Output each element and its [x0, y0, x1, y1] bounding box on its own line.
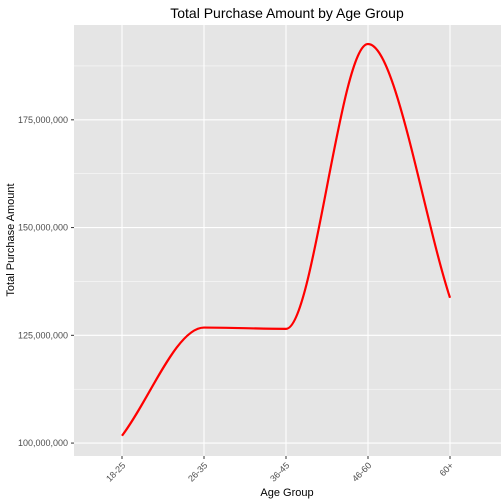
y-tick-label: 125,000,000 [18, 330, 68, 340]
plot-panel [74, 25, 501, 456]
y-tick-label: 175,000,000 [18, 115, 68, 125]
x-tick-label: 26-35 [186, 460, 209, 483]
x-tick-label: 18-25 [104, 460, 127, 483]
y-tick-label: 100,000,000 [18, 438, 68, 448]
x-tick-label: 36-45 [268, 460, 291, 483]
series-line [121, 42, 452, 437]
y-tick-label: 150,000,000 [18, 223, 68, 233]
x-tick-label: 60+ [438, 460, 456, 478]
y-axis: 100,000,000 125,000,000 150,000,000 175,000… [18, 115, 74, 448]
grid [74, 25, 501, 456]
y-axis-title: Total Purchase Amount [5, 183, 17, 296]
x-axis: 18-25 26-35 36-45 46-60 60+ [104, 456, 455, 484]
chart-title: Total Purchase Amount by Age Group [170, 5, 404, 21]
x-tick-label: 46-60 [350, 460, 373, 483]
x-axis-title: Age Group [260, 487, 313, 499]
